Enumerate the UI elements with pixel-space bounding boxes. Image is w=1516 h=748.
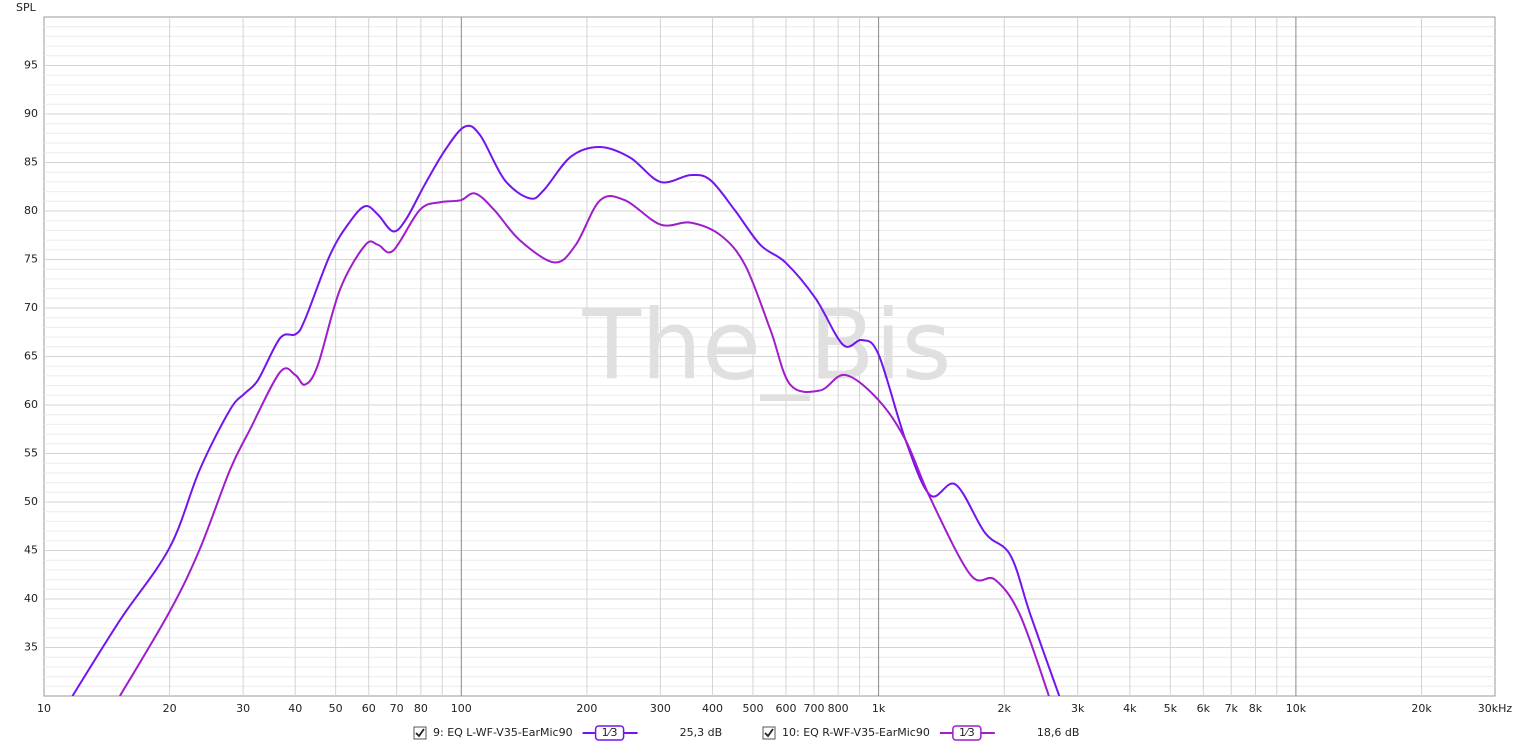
legend-checkbox[interactable] <box>762 726 776 740</box>
legend-entry: 9: EQ L-WF-V35-EarMic90 1⁄3 25,3 dB <box>413 725 723 741</box>
smoothing-box <box>952 725 982 741</box>
series-line <box>119 192 1050 696</box>
x-tick-label: 60 <box>362 702 376 715</box>
smoothing-label: 1⁄3 <box>602 726 618 739</box>
legend-label: 9: EQ L-WF-V35-EarMic90 <box>433 726 573 739</box>
x-tick-label: 50 <box>329 702 343 715</box>
smoothing-box <box>594 725 625 741</box>
y-tick-label: 70 <box>24 301 38 314</box>
y-tick-label: 80 <box>24 204 38 217</box>
watermark: The_Bis <box>581 289 951 401</box>
x-tick-label: 400 <box>702 702 723 715</box>
y-tick-label: 85 <box>24 156 38 169</box>
x-tick-label: 200 <box>576 702 597 715</box>
smoothing-label: 1⁄3 <box>959 726 975 739</box>
x-tick-label: 600 <box>776 702 797 715</box>
y-tick-label: 40 <box>24 592 38 605</box>
y-tick-label: 50 <box>24 495 38 508</box>
x-tick-label: 80 <box>414 702 428 715</box>
x-tick-label: 8k <box>1249 702 1263 715</box>
y-tick-label: 55 <box>24 447 38 460</box>
legend-level: 25,3 dB <box>680 726 723 739</box>
checkmark <box>764 728 774 738</box>
y-tick-label: 60 <box>24 398 38 411</box>
x-tick-label: 6k <box>1197 702 1211 715</box>
y-axis-label: SPL <box>16 1 37 14</box>
plot <box>71 124 1061 696</box>
y-tick-label: 75 <box>24 253 38 266</box>
legend-level: 18,6 dB <box>1037 726 1080 739</box>
grid <box>44 17 1495 696</box>
y-tick-label: 65 <box>24 350 38 363</box>
x-tick-label: 7k <box>1225 702 1239 715</box>
x-tick-label: 3k <box>1071 702 1085 715</box>
x-tick-label: 30kHz <box>1478 702 1513 715</box>
x-tick-label: 20k <box>1411 702 1432 715</box>
legend-label: 10: EQ R-WF-V35-EarMic90 <box>782 726 930 739</box>
checkmark <box>415 728 425 738</box>
y-tick-label: 95 <box>24 59 38 72</box>
x-tick-label: 30 <box>236 702 250 715</box>
x-tick-label: 800 <box>828 702 849 715</box>
legend-entry: 10: EQ R-WF-V35-EarMic90 1⁄3 18,6 dB <box>762 725 1080 741</box>
x-tick-label: 300 <box>650 702 671 715</box>
x-tick-label: 5k <box>1164 702 1178 715</box>
x-tick-label: 500 <box>742 702 763 715</box>
x-tick-label: 40 <box>288 702 302 715</box>
x-tick-label: 700 <box>803 702 824 715</box>
x-tick-label: 10 <box>37 702 51 715</box>
x-tick-label: 100 <box>451 702 472 715</box>
series-line <box>71 124 1061 696</box>
y-tick-label: 35 <box>24 641 38 654</box>
x-tick-label: 4k <box>1123 702 1137 715</box>
x-tick-label: 10k <box>1286 702 1307 715</box>
y-tick-label: 90 <box>24 107 38 120</box>
x-tick-label: 70 <box>390 702 404 715</box>
x-tick-label: 20 <box>163 702 177 715</box>
x-tick-label: 2k <box>998 702 1012 715</box>
legend-checkbox[interactable] <box>413 726 427 740</box>
y-tick-label: 45 <box>24 544 38 557</box>
x-tick-label: 1k <box>872 702 886 715</box>
